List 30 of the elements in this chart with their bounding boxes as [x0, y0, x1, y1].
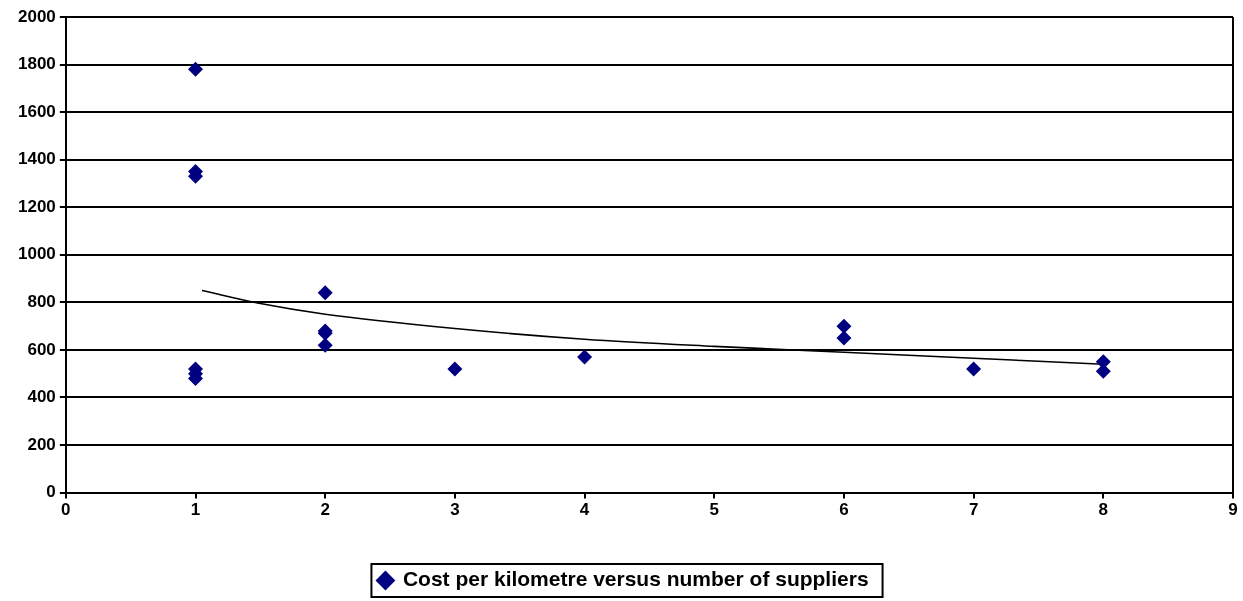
- x-tick-label: 5: [709, 500, 719, 520]
- y-tick-label: 1600: [17, 101, 56, 121]
- point: [447, 361, 463, 377]
- point: [966, 361, 982, 377]
- y-tick-label: 2000: [17, 6, 56, 26]
- y-tick-label: 800: [27, 292, 56, 312]
- y-tick-label: 400: [27, 387, 56, 407]
- y-tick-label: 200: [27, 434, 56, 454]
- point: [836, 318, 852, 334]
- legend-label: Cost per kilometre versus number of suppliers: [402, 567, 869, 591]
- point: [188, 61, 204, 77]
- x-tick-label: 6: [839, 500, 849, 520]
- y-tick-label: 1000: [17, 244, 56, 264]
- point: [317, 285, 333, 301]
- y-tick-label: 1200: [17, 196, 56, 216]
- x-tick-label: 2: [320, 500, 330, 520]
- x-tick-label: 0: [61, 500, 71, 520]
- y-tick-label: 1800: [17, 54, 56, 74]
- x-tick-label: 7: [968, 500, 979, 520]
- x-tick-label: 4: [579, 500, 590, 520]
- x-tick-label: 3: [450, 500, 460, 520]
- y-tick-label: 600: [27, 339, 56, 359]
- point: [577, 349, 593, 365]
- y-tick-label: 0: [46, 482, 56, 502]
- x-tick-label: 9: [1228, 500, 1238, 520]
- point: [317, 337, 333, 353]
- x-tick-label: 8: [1098, 500, 1109, 520]
- point: [836, 330, 852, 346]
- x-tick-label: 1: [190, 500, 201, 520]
- y-tick-label: 1400: [17, 149, 56, 169]
